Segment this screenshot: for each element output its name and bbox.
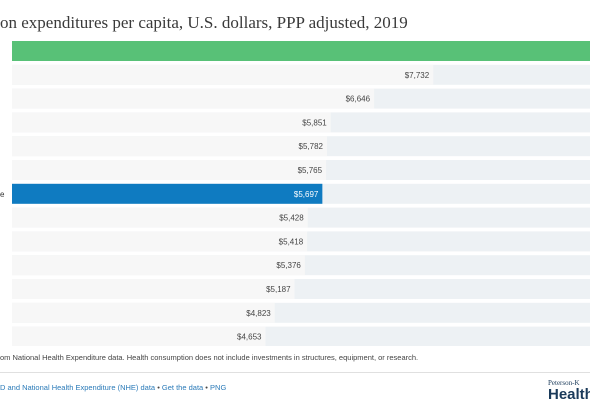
source-line: D and National Health Expenditure (NHE) … xyxy=(0,383,226,392)
chart-note: om National Health Expenditure data. Hea… xyxy=(0,353,419,362)
bar-value-label: $5,428 xyxy=(279,214,304,223)
bar-value-label: $4,823 xyxy=(246,309,271,318)
bar-value-label: $7,732 xyxy=(405,71,430,80)
bar[interactable] xyxy=(12,302,275,323)
bar[interactable] xyxy=(12,88,375,109)
bar[interactable] xyxy=(12,255,305,276)
bar-value-label: $5,418 xyxy=(279,237,304,246)
bar-value-label: $5,851 xyxy=(302,118,327,127)
category-label: e xyxy=(0,190,5,199)
bar-value-label: $5,187 xyxy=(266,285,291,294)
bar[interactable] xyxy=(12,207,308,228)
get-data-link[interactable]: Get the data xyxy=(161,383,204,392)
bar-value-label: $4,653 xyxy=(237,333,262,342)
bar[interactable] xyxy=(12,64,434,85)
separator: • xyxy=(205,383,208,392)
bar[interactable] xyxy=(12,231,308,252)
bar[interactable] xyxy=(12,160,327,180)
bar[interactable] xyxy=(12,326,266,346)
bar-value-label: $5,765 xyxy=(298,166,323,175)
png-link[interactable]: PNG xyxy=(210,383,227,392)
publisher-logo: Peterson-K Health xyxy=(548,379,590,403)
bar[interactable] xyxy=(12,41,590,61)
bar[interactable] xyxy=(12,279,295,299)
separator: • xyxy=(157,383,160,392)
bar[interactable] xyxy=(12,112,331,133)
bar-chart: $7,732 $6,646 $5,851 $5,782 $5,765 $5,697 e $5,… xyxy=(0,41,590,346)
bar[interactable] xyxy=(12,136,327,157)
logo-line-1: Peterson-K xyxy=(548,379,580,387)
bar-value-label: $5,376 xyxy=(276,261,301,270)
source-link[interactable]: D and National Health Expenditure (NHE) … xyxy=(0,383,156,392)
bar[interactable] xyxy=(12,183,323,204)
logo-line-2: Health xyxy=(548,386,590,403)
footer-divider xyxy=(0,372,590,373)
bar-value-label: $5,697 xyxy=(294,190,319,199)
chart-title: on expenditures per capita, U.S. dollars… xyxy=(0,13,408,32)
bar-value-label: $5,782 xyxy=(299,142,324,151)
bar-value-label: $6,646 xyxy=(346,95,371,104)
